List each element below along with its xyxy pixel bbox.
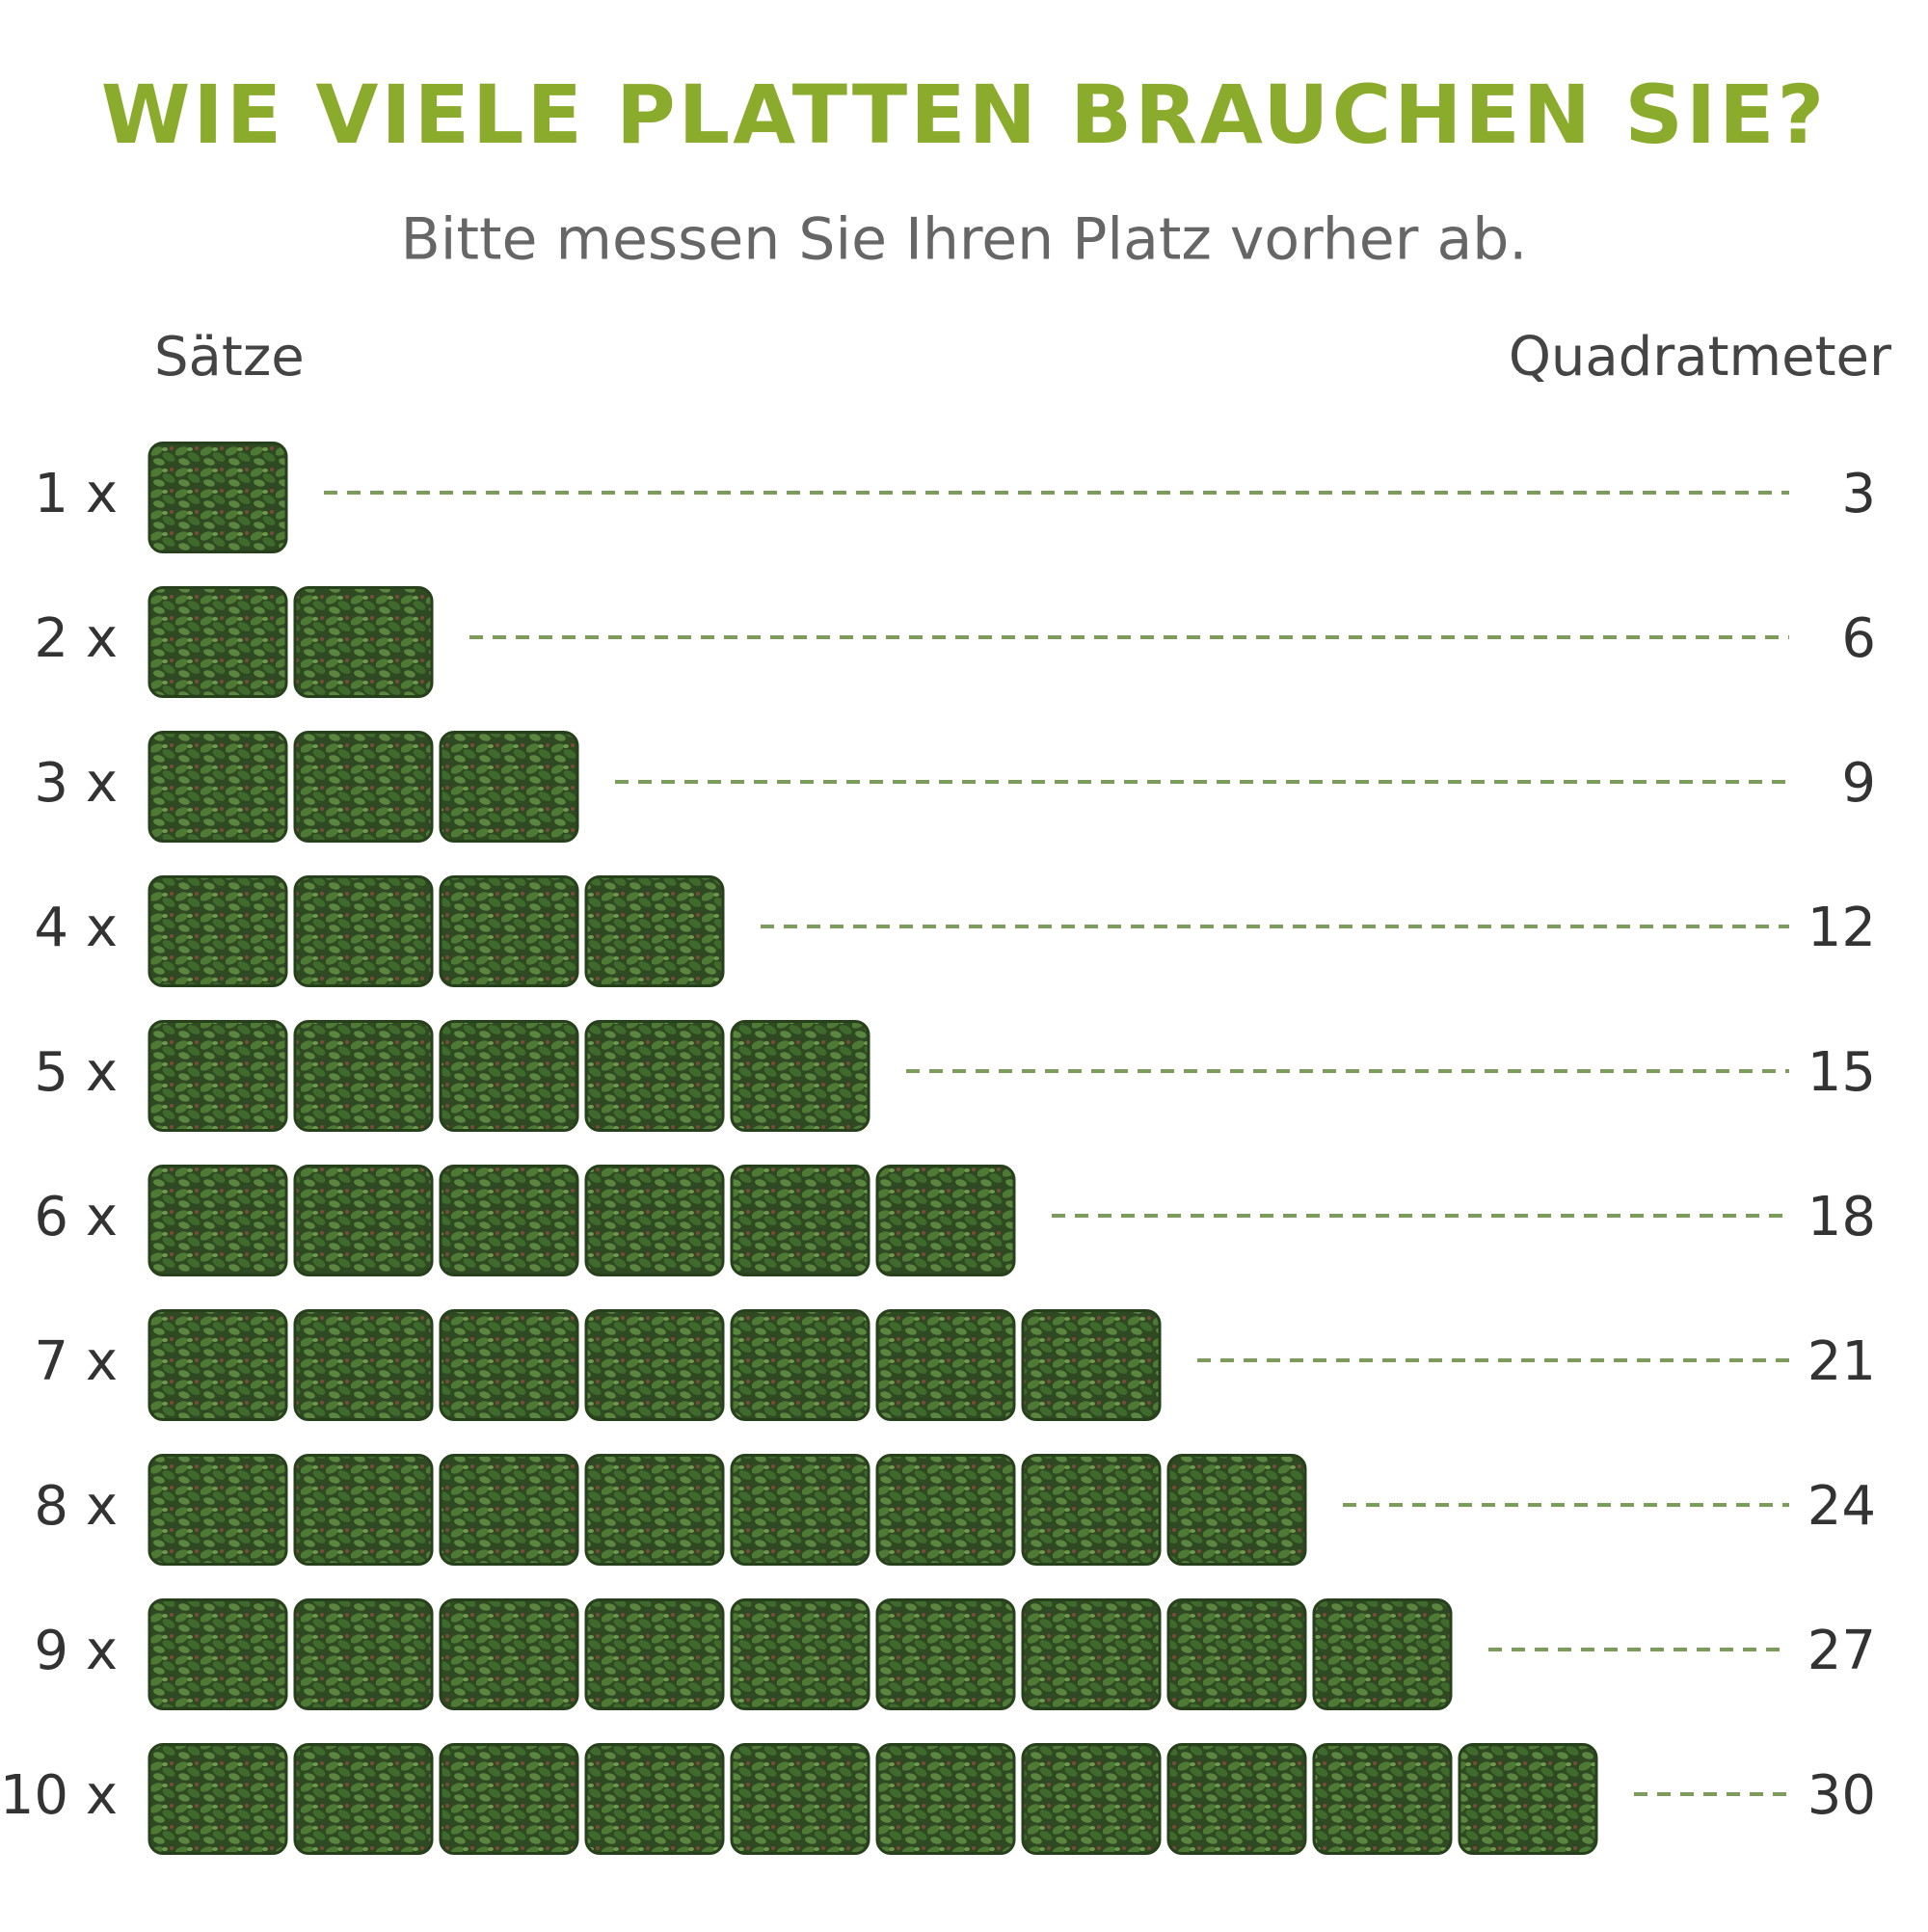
hedge-panel bbox=[147, 1165, 288, 1276]
sets-label: 3 x bbox=[34, 752, 118, 815]
hedge-panel bbox=[439, 1743, 579, 1855]
area-value: 9 bbox=[1841, 752, 1876, 815]
hedge-panel bbox=[1021, 1598, 1162, 1710]
subtitle: Bitte messen Sie Ihren Platz vorher ab. bbox=[401, 206, 1528, 274]
hedge-panel bbox=[1458, 1743, 1598, 1855]
area-value: 21 bbox=[1808, 1330, 1876, 1393]
hedge-panel bbox=[439, 731, 579, 843]
hedge-panel bbox=[584, 1309, 725, 1421]
hedge-panel bbox=[439, 1020, 579, 1132]
sets-header: Sätze bbox=[154, 326, 305, 389]
hedge-panel bbox=[147, 1309, 288, 1421]
hedge-panel bbox=[147, 875, 288, 987]
sets-label: 4 x bbox=[34, 897, 118, 959]
sets-label: 6 x bbox=[34, 1186, 118, 1248]
sets-label: 9 x bbox=[34, 1620, 118, 1682]
hedge-panel bbox=[1166, 1454, 1307, 1566]
sets-label: 5 x bbox=[34, 1041, 118, 1104]
hedge-panel bbox=[147, 586, 288, 698]
hedge-panel bbox=[439, 875, 579, 987]
area-value: 12 bbox=[1808, 897, 1876, 959]
hedge-panel bbox=[439, 1165, 579, 1276]
area-value: 15 bbox=[1808, 1041, 1876, 1104]
area-value: 18 bbox=[1808, 1186, 1876, 1248]
hedge-panel bbox=[293, 1309, 434, 1421]
area-value: 24 bbox=[1808, 1475, 1876, 1538]
hedge-panel bbox=[147, 1743, 288, 1855]
hedge-panel bbox=[1021, 1454, 1162, 1566]
hedge-panel bbox=[875, 1743, 1016, 1855]
sets-label: 8 x bbox=[34, 1475, 118, 1538]
hedge-panel bbox=[875, 1309, 1016, 1421]
area-value: 27 bbox=[1808, 1620, 1876, 1682]
hedge-panel bbox=[875, 1598, 1016, 1710]
hedge-panel bbox=[1312, 1598, 1453, 1710]
hedge-panel bbox=[1166, 1598, 1307, 1710]
hedge-panel bbox=[730, 1165, 870, 1276]
hedge-panel bbox=[1021, 1743, 1162, 1855]
area-header: Quadratmeter bbox=[1509, 326, 1892, 389]
hedge-panel bbox=[147, 1454, 288, 1566]
hedge-panel bbox=[1021, 1309, 1162, 1421]
hedge-panel bbox=[293, 731, 434, 843]
hedge-panel bbox=[584, 1020, 725, 1132]
hedge-panel bbox=[875, 1165, 1016, 1276]
area-value: 3 bbox=[1841, 463, 1876, 525]
hedge-panel bbox=[584, 875, 725, 987]
hedge-panel bbox=[293, 1598, 434, 1710]
hedge-panel bbox=[293, 875, 434, 987]
hedge-panel bbox=[875, 1454, 1016, 1566]
hedge-panel bbox=[730, 1454, 870, 1566]
hedge-panel bbox=[730, 1598, 870, 1710]
hedge-panel bbox=[293, 586, 434, 698]
hedge-panel bbox=[730, 1020, 870, 1132]
sets-label: 10 x bbox=[0, 1764, 118, 1827]
hedge-panel bbox=[293, 1454, 434, 1566]
area-value: 30 bbox=[1808, 1764, 1876, 1827]
hedge-panel bbox=[584, 1743, 725, 1855]
hedge-panel bbox=[584, 1454, 725, 1566]
hedge-panel bbox=[293, 1165, 434, 1276]
hedge-panel bbox=[1312, 1743, 1453, 1855]
hedge-panel bbox=[1166, 1743, 1307, 1855]
hedge-panel bbox=[730, 1743, 870, 1855]
hedge-panel bbox=[584, 1598, 725, 1710]
sets-label: 7 x bbox=[34, 1330, 118, 1393]
hedge-panel bbox=[439, 1598, 579, 1710]
sets-label: 1 x bbox=[34, 463, 118, 525]
hedge-panel bbox=[147, 442, 288, 553]
hedge-panel bbox=[439, 1454, 579, 1566]
hedge-panel bbox=[147, 731, 288, 843]
title: WIE VIELE PLATTEN BRAUCHEN SIE? bbox=[101, 67, 1827, 162]
hedge-panel bbox=[293, 1743, 434, 1855]
area-value: 6 bbox=[1841, 607, 1876, 670]
hedge-panel bbox=[147, 1020, 288, 1132]
sets-label: 2 x bbox=[34, 607, 118, 670]
hedge-panel bbox=[730, 1309, 870, 1421]
hedge-panel bbox=[584, 1165, 725, 1276]
hedge-panel bbox=[439, 1309, 579, 1421]
hedge-panel bbox=[147, 1598, 288, 1710]
hedge-panel bbox=[293, 1020, 434, 1132]
